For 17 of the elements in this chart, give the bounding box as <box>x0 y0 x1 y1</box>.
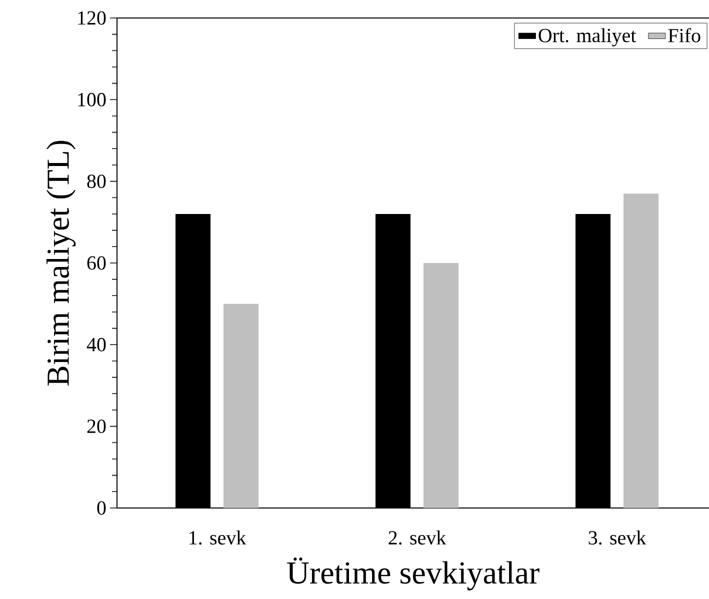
y-tick-label: 120 <box>78 11 106 25</box>
y-tick-label: 40 <box>86 338 106 352</box>
x-axis-title: Üretime sevkiyatlar <box>287 558 540 590</box>
y-tick-label: 20 <box>87 420 106 434</box>
x-tick-label: 3. sevk <box>588 530 646 545</box>
x-tick-label: 1. sevk <box>190 530 246 545</box>
x-tick-label: 2. sevk <box>388 530 446 545</box>
y-tick-label: 0 <box>97 501 106 515</box>
y-tick-label: 100 <box>78 92 106 106</box>
y-tick-label: 80 <box>87 174 106 188</box>
bar <box>424 262 459 508</box>
bar <box>224 304 259 508</box>
y-tick-label: 60 <box>87 256 106 270</box>
y-axis-title: Birim maliyet (TL) <box>46 140 76 386</box>
legend-label: Ort. maliyet <box>538 28 636 46</box>
bar <box>624 194 658 508</box>
legend-label: Fifo <box>668 28 700 42</box>
